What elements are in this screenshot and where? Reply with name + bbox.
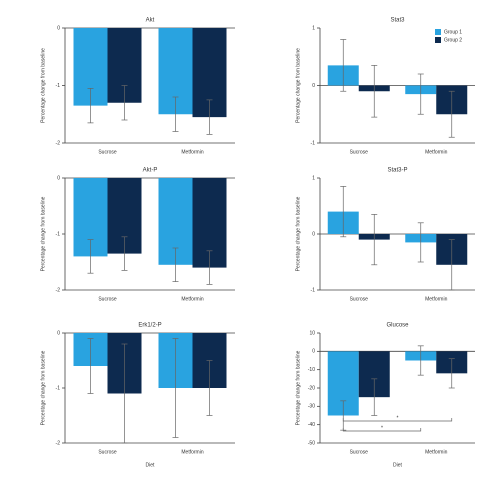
y-tick-label: 1 xyxy=(312,175,315,181)
y-tick-label: -20 xyxy=(308,385,315,391)
significance-bracket xyxy=(342,418,453,422)
y-tick-label: -1 xyxy=(311,287,316,293)
chart-title: Akt-P xyxy=(143,168,158,174)
x-tick-label: Metformin xyxy=(425,296,447,302)
chart-title: Stat3 xyxy=(390,18,405,24)
y-tick-label: -1 xyxy=(56,231,61,237)
chart-title: Stat3-P xyxy=(387,168,407,174)
y-tick-label: 0 xyxy=(57,175,60,181)
x-tick-label: Metformin xyxy=(425,149,447,155)
y-tick-label: -1 xyxy=(311,140,316,146)
y-tick-label: 0 xyxy=(312,349,315,355)
x-tick-label: Sucrose xyxy=(350,149,369,155)
significance-label: * xyxy=(397,415,399,421)
y-tick-label: -2 xyxy=(56,140,61,146)
y-axis-label: Percentage change from baseline xyxy=(40,48,46,123)
legend-swatch xyxy=(435,29,441,35)
x-tick-label: Sucrose xyxy=(98,296,117,302)
y-tick-label: 0 xyxy=(312,83,315,89)
y-tick-label: -1 xyxy=(56,385,61,391)
y-tick-label: -40 xyxy=(308,422,315,428)
y-axis-label: Percentage change from baseline xyxy=(40,196,46,271)
x-tick-label: Metformin xyxy=(181,449,203,455)
y-tick-label: -1 xyxy=(56,83,61,89)
x-tick-label: Sucrose xyxy=(98,149,117,155)
y-tick-label: 0 xyxy=(57,330,60,336)
y-tick-label: 1 xyxy=(312,25,315,31)
x-axis-label: Diet xyxy=(393,462,403,468)
y-tick-label: 10 xyxy=(309,330,315,336)
chart-title: Erk1/2-P xyxy=(138,323,161,329)
x-axis-label: Diet xyxy=(146,462,156,468)
y-axis-label: Percentage change from baseline xyxy=(40,350,46,425)
significance-bracket xyxy=(342,428,422,432)
y-tick-label: -30 xyxy=(308,404,315,410)
y-axis-label: Percentage change from baseline xyxy=(295,196,301,271)
y-axis-label: Percentage change from baseline xyxy=(295,350,301,425)
y-tick-label: -50 xyxy=(308,440,315,446)
legend-swatch xyxy=(435,37,441,43)
chart-title: Glucose xyxy=(386,323,409,329)
y-tick-label: -2 xyxy=(56,287,61,293)
y-tick-label: -10 xyxy=(308,367,315,373)
x-tick-label: Metformin xyxy=(425,449,447,455)
legend-label: Group 1 xyxy=(444,29,462,35)
legend-label: Group 2 xyxy=(444,37,462,43)
x-tick-label: Sucrose xyxy=(350,296,369,302)
y-axis-label: Percentage change from baseline xyxy=(295,48,301,123)
x-tick-label: Metformin xyxy=(181,296,203,302)
significance-label: * xyxy=(381,425,383,431)
y-tick-label: 0 xyxy=(312,231,315,237)
chart-title: Akt xyxy=(146,18,155,24)
x-tick-label: Sucrose xyxy=(98,449,117,455)
y-tick-label: 0 xyxy=(57,25,60,31)
x-tick-label: Sucrose xyxy=(350,449,369,455)
x-tick-label: Metformin xyxy=(181,149,203,155)
y-tick-label: -2 xyxy=(56,440,61,446)
